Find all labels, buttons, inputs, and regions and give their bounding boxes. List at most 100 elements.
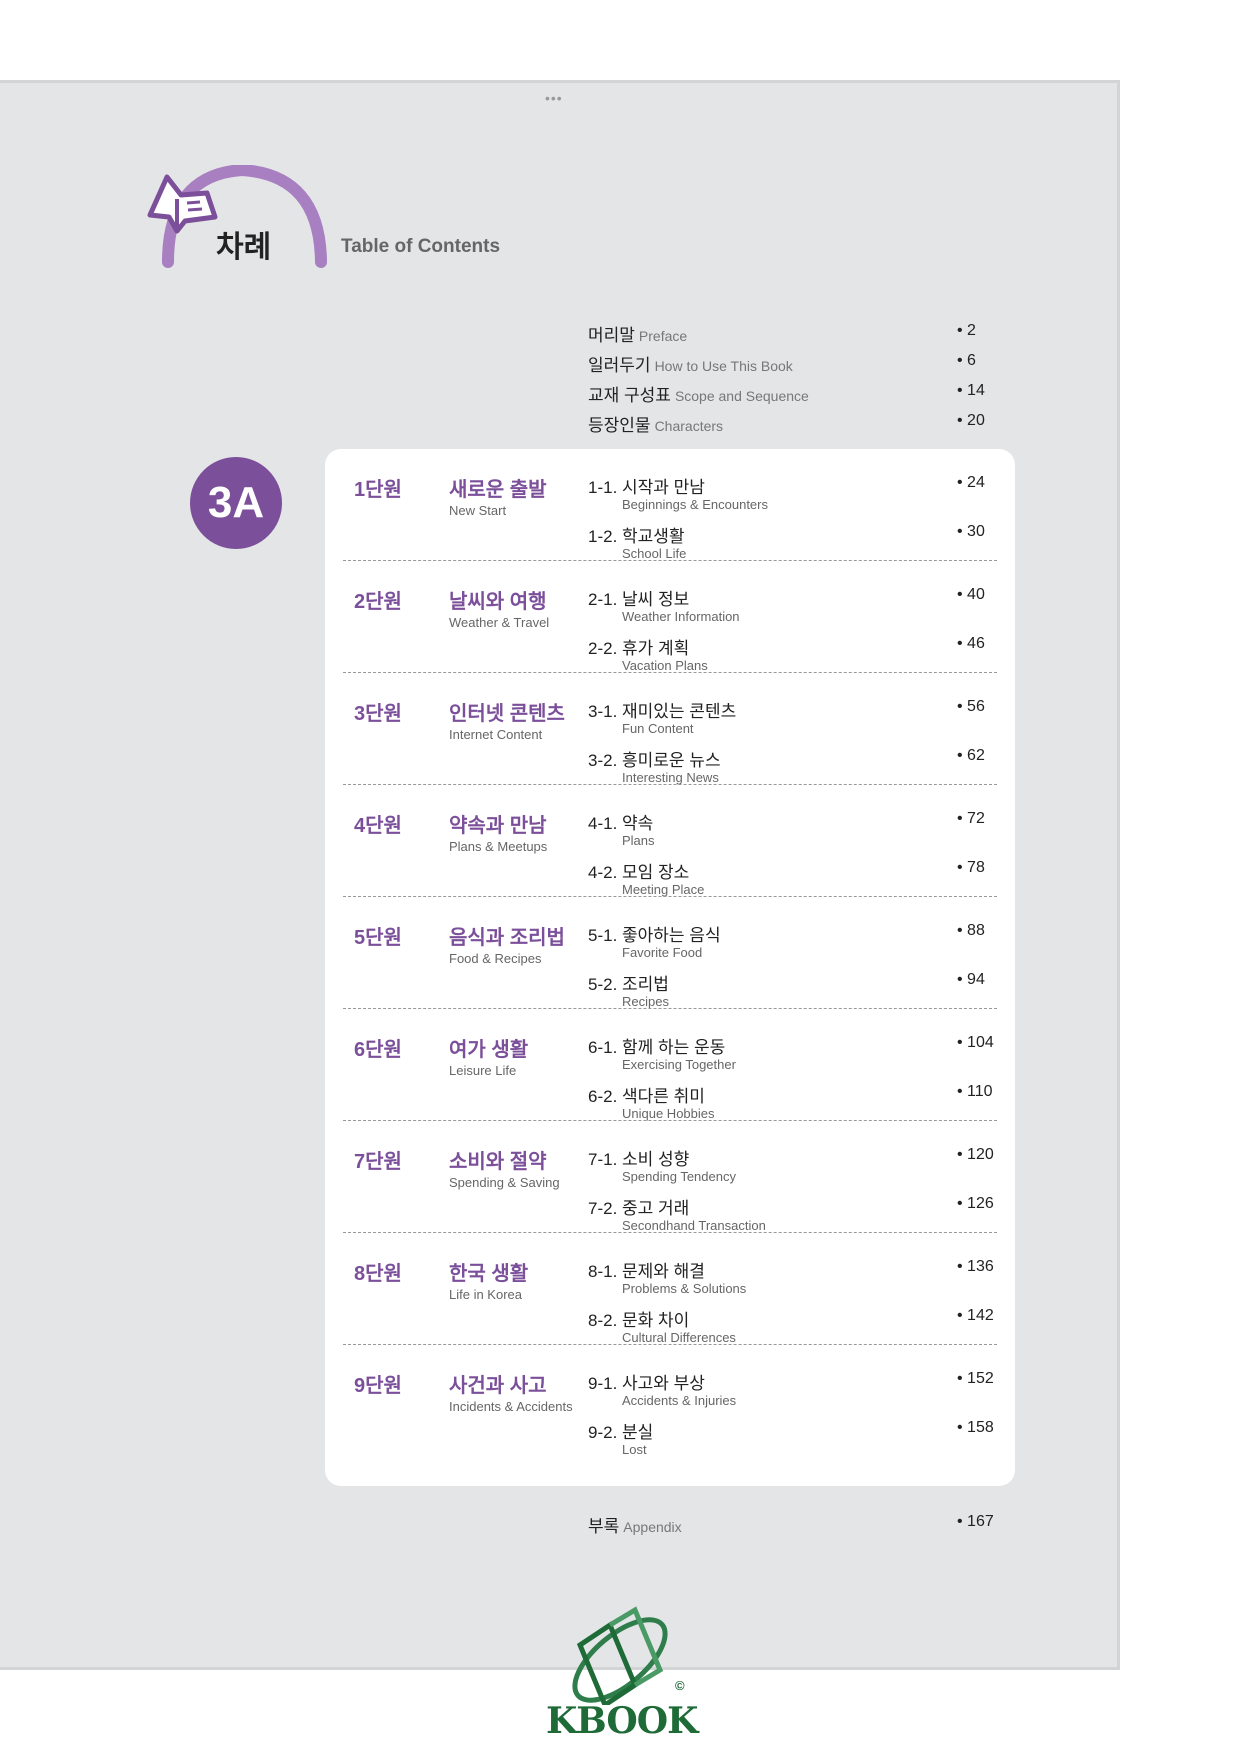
lesson-title-english: Accidents & Injuries [622, 1393, 737, 1408]
lesson-title-korean[interactable]: 8-2. 문화 차이 [588, 1311, 690, 1330]
unit-number: 6단원 [354, 1039, 402, 1061]
lesson-title-english: Vacation Plans [622, 658, 708, 673]
lesson-title-korean[interactable]: 5-2. 조리법 [588, 975, 669, 994]
lesson-title-korean[interactable]: 5-1. 좋아하는 음식 [588, 926, 721, 945]
unit-title-english: Leisure Life [449, 1063, 517, 1078]
front-matter-entry[interactable]: 교재 구성표 Scope and Sequence [588, 381, 809, 406]
lesson-title-korean[interactable]: 3-2. 흥미로운 뉴스 [588, 751, 721, 770]
front-matter-korean: 일러두기 [588, 356, 651, 375]
lesson-title-korean[interactable]: 1-2. 학교생활 [588, 527, 685, 546]
lesson-page: • 88 [957, 922, 985, 939]
lesson-title-korean[interactable]: 9-2. 분실 [588, 1423, 654, 1442]
front-matter-page: • 14 [957, 382, 985, 399]
lesson-title-korean[interactable]: 9-1. 사고와 부상 [588, 1374, 705, 1393]
unit-row: 7단원 소비와 절약 Spending & Saving 7-1. 소비 성향 S… [325, 1121, 1015, 1233]
unit-number: 7단원 [354, 1151, 402, 1173]
front-matter-korean: 교재 구성표 [588, 386, 671, 405]
front-matter-entry[interactable]: 머리말 Preface [588, 321, 687, 346]
front-matter-english: How to Use This Book [654, 358, 793, 374]
lesson-title-english: Cultural Differences [622, 1330, 736, 1345]
lesson-title-korean[interactable]: 7-1. 소비 성향 [588, 1150, 690, 1169]
lesson-title-english: Exercising Together [622, 1057, 736, 1072]
unit-title-english: Spending & Saving [449, 1175, 560, 1190]
kbook-logo-text: KBOOK [546, 1700, 698, 1742]
front-matter-english: Preface [638, 328, 688, 344]
lesson-title-english: Plans [622, 833, 655, 848]
unit-row: 8단원 한국 생활 Life in Korea 8-1. 문제와 해결 Probl… [325, 1233, 1015, 1345]
lesson-page: • 24 [957, 474, 985, 491]
appendix-korean: 부록 [588, 1517, 620, 1536]
unit-row: 4단원 약속과 만남 Plans & Meetups 4-1. 약속 Plans … [325, 785, 1015, 897]
unit-title-korean[interactable]: 사건과 사고 [449, 1375, 547, 1397]
unit-row: 3단원 인터넷 콘텐츠 Internet Content 3-1. 재미있는 콘텐… [325, 673, 1015, 785]
unit-title-korean[interactable]: 소비와 절약 [449, 1151, 547, 1173]
lesson-title-english: Spending Tendency [622, 1169, 736, 1184]
lesson-title-korean[interactable]: 6-2. 색다른 취미 [588, 1087, 705, 1106]
units-card: 1단원 새로운 출발 New Start 1-1. 시작과 만남 Beginnin… [325, 449, 1015, 1486]
unit-number: 4단원 [354, 815, 402, 837]
front-matter-english: Scope and Sequence [674, 388, 809, 404]
front-matter-entry[interactable]: 등장인물 Characters [588, 411, 723, 436]
unit-row: 1단원 새로운 출발 New Start 1-1. 시작과 만남 Beginnin… [325, 449, 1015, 561]
unit-row: 2단원 날씨와 여행 Weather & Travel 2-1. 날씨 정보 We… [325, 561, 1015, 673]
lesson-title-korean[interactable]: 6-1. 함께 하는 운동 [588, 1038, 726, 1057]
lesson-page: • 62 [957, 747, 985, 764]
unit-title-korean[interactable]: 음식과 조리법 [449, 927, 565, 949]
lesson-title-english: Beginnings & Encounters [622, 497, 768, 512]
lesson-page: • 94 [957, 971, 985, 988]
lesson-title-english: Problems & Solutions [622, 1281, 747, 1296]
lesson-title-korean[interactable]: 1-1. 시작과 만남 [588, 478, 705, 497]
lesson-page: • 110 [957, 1083, 993, 1100]
lesson-title-english: Interesting News [622, 770, 719, 785]
lesson-page: • 158 [957, 1419, 994, 1436]
unit-title-korean[interactable]: 인터넷 콘텐츠 [449, 703, 565, 725]
unit-title-korean[interactable]: 한국 생활 [449, 1263, 529, 1285]
lesson-page: • 152 [957, 1370, 994, 1387]
unit-title-korean[interactable]: 날씨와 여행 [449, 591, 547, 613]
unit-title-english: New Start [449, 503, 507, 518]
appendix-entry[interactable]: 부록 Appendix [588, 1512, 682, 1537]
unit-title-korean[interactable]: 여가 생활 [449, 1039, 529, 1061]
lesson-title-english: Unique Hobbies [622, 1106, 715, 1121]
lesson-title-korean[interactable]: 8-1. 문제와 해결 [588, 1262, 705, 1281]
lesson-title-korean[interactable]: 4-1. 약속 [588, 814, 654, 833]
unit-divider [343, 1008, 997, 1009]
unit-divider [343, 672, 997, 673]
lesson-page: • 56 [957, 698, 985, 715]
lesson-title-korean[interactable]: 7-2. 중고 거래 [588, 1199, 690, 1218]
open-book-arc-icon [147, 165, 327, 268]
lesson-title-korean[interactable]: 4-2. 모임 장소 [588, 863, 690, 882]
unit-number: 8단원 [354, 1263, 402, 1285]
lesson-title-english: Meeting Place [622, 882, 705, 897]
unit-row: 6단원 여가 생활 Leisure Life 6-1. 함께 하는 운동 Exer… [325, 1009, 1015, 1121]
front-matter-entry[interactable]: 일러두기 How to Use This Book [588, 351, 793, 376]
lesson-page: • 104 [957, 1034, 994, 1051]
more-options-icon[interactable]: ••• [545, 90, 563, 106]
copyright-mark: © [675, 1678, 685, 1693]
unit-divider [343, 560, 997, 561]
lesson-page: • 142 [957, 1307, 994, 1324]
lesson-title-english: Lost [622, 1442, 647, 1457]
lesson-title-korean[interactable]: 3-1. 재미있는 콘텐츠 [588, 702, 737, 721]
lesson-page: • 72 [957, 810, 985, 827]
lesson-page: • 78 [957, 859, 985, 876]
lesson-title-english: Favorite Food [622, 945, 703, 960]
unit-title-korean[interactable]: 약속과 만남 [449, 815, 547, 837]
front-matter-page: • 6 [957, 352, 976, 369]
lesson-page: • 126 [957, 1195, 994, 1212]
kbook-logo-icon [572, 1606, 668, 1705]
lesson-page: • 136 [957, 1258, 994, 1275]
unit-number: 3단원 [354, 703, 402, 725]
unit-divider [343, 784, 997, 785]
page-title-korean: 차례 [216, 231, 272, 264]
unit-divider [343, 1232, 997, 1233]
lesson-title-english: Fun Content [622, 721, 694, 736]
lesson-title-english: Recipes [622, 994, 669, 1009]
unit-title-korean[interactable]: 새로운 출발 [449, 479, 547, 501]
lesson-title-korean[interactable]: 2-2. 휴가 계획 [588, 639, 690, 658]
page-title-english: Table of Contents [341, 236, 501, 257]
appendix-page: • 167 [957, 1513, 994, 1530]
lesson-title-korean[interactable]: 2-1. 날씨 정보 [588, 590, 690, 609]
front-matter-page: • 20 [957, 412, 985, 429]
unit-number: 5단원 [354, 927, 402, 949]
